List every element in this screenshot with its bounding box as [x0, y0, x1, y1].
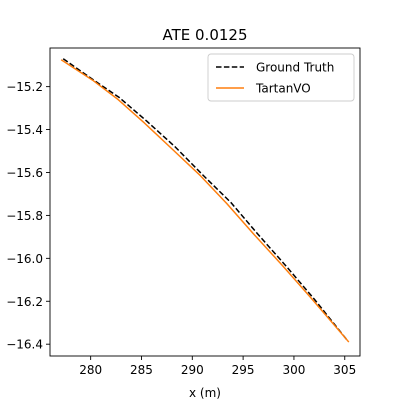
- y-tick-label: −16.0: [6, 252, 43, 266]
- series-line-tartanvo: [60, 59, 350, 343]
- x-axis-label: x (m): [189, 386, 221, 400]
- x-tick-label: 295: [232, 363, 255, 377]
- y-tick-label: −16.2: [6, 295, 43, 309]
- y-tick-label: −15.8: [6, 209, 43, 223]
- x-tick-label: 290: [181, 363, 204, 377]
- y-tick-label: −15.6: [6, 166, 43, 180]
- axes-group: 280 285 290 295 300 305 −15.2 −15.4 −15.6 −15.8 −1…: [6, 47, 361, 377]
- y-tick-label: −16.4: [6, 338, 43, 352]
- axes-frame: [49, 47, 361, 357]
- y-tick-label: −15.4: [6, 123, 43, 137]
- x-tick-label: 300: [282, 363, 305, 377]
- x-tick-label: 280: [79, 363, 102, 377]
- legend-label: TartanVO: [255, 82, 311, 96]
- y-tick-label: −15.2: [6, 80, 43, 94]
- legend-label: Ground Truth: [256, 61, 334, 75]
- x-tick-label: 305: [333, 363, 356, 377]
- legend: Ground Truth TartanVO: [207, 53, 355, 102]
- legend-box: [207, 53, 355, 102]
- series-group: [60, 58, 350, 343]
- series-line-ground-truth: [62, 58, 349, 342]
- x-tick-label: 285: [130, 363, 153, 377]
- chart-title: ATE 0.0125: [163, 26, 248, 44]
